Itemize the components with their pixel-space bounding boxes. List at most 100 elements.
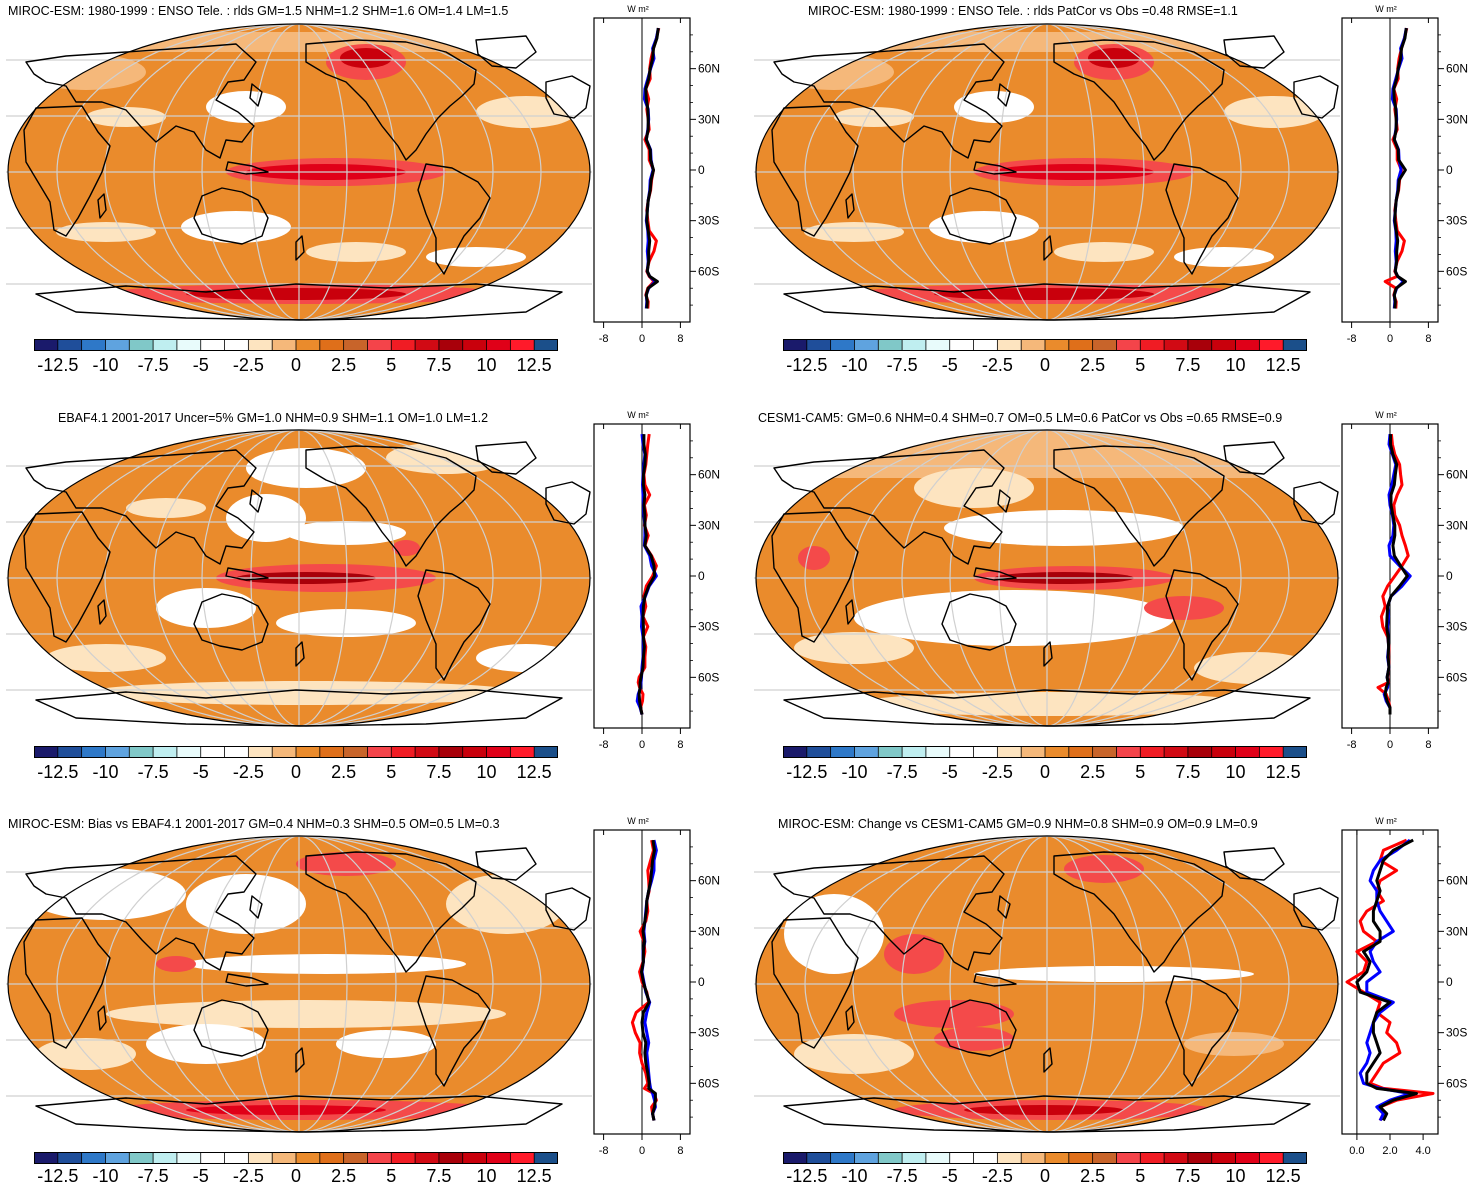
colorbar-swatch [783, 339, 808, 351]
x-tick-label: 0 [639, 333, 645, 345]
lat-tick-label: 30N [698, 518, 720, 532]
colorbar-labels: -12.5 -10 -7.5 -5 -2.5 0 2.5 5 7.5 10 12.5 [783, 762, 1307, 784]
lat-tick-label: 0 [1446, 975, 1453, 989]
lat-tick-label: 60S [1446, 670, 1467, 684]
colorbar-label: 5 [1135, 355, 1146, 375]
lat-tick-label: 60S [698, 264, 719, 278]
colorbar-swatch [1116, 1152, 1141, 1164]
x-tick-label: 8 [677, 1145, 683, 1157]
units-label: W m² [627, 816, 649, 826]
x-tick-label: 8 [677, 333, 683, 345]
colorbar-label: -10 [841, 355, 868, 375]
colorbar-swatch [296, 746, 321, 758]
colorbar-swatch [854, 1152, 879, 1164]
colorbar-swatch [57, 1152, 83, 1164]
colorbar-swatch [830, 339, 855, 351]
colorbar-swatch [1283, 746, 1307, 758]
colorbar-label: -10 [92, 1166, 119, 1186]
colorbar-swatch [925, 1152, 951, 1164]
lat-tick-label: 60N [1446, 468, 1468, 482]
colorbar-label: 0 [290, 1166, 302, 1186]
colorbar-swatch [224, 1152, 249, 1164]
colorbar-swatch [486, 339, 511, 351]
colorbar-swatch [534, 339, 558, 351]
colorbar-swatch [34, 1152, 59, 1164]
colorbar-label: -12.5 [786, 762, 828, 782]
colorbar [34, 746, 558, 758]
colorbar-label: -12.5 [786, 1166, 828, 1186]
colorbar-swatch [296, 339, 321, 351]
profile-series-line [1392, 27, 1408, 309]
colorbar-swatch [438, 746, 464, 758]
x-tick-label: -8 [599, 1145, 609, 1157]
colorbar-label: 10 [1225, 1166, 1246, 1186]
colorbar-swatch [949, 339, 975, 351]
colorbar-swatch [224, 339, 249, 351]
colorbar-swatch [129, 746, 154, 758]
colorbar-label: 12.5 [1265, 1166, 1301, 1186]
colorbar-swatch [57, 339, 83, 351]
colorbar-swatch [248, 746, 273, 758]
colorbar-swatch [319, 1152, 345, 1164]
colorbar-swatch [462, 339, 488, 351]
colorbar-swatch [176, 746, 202, 758]
colorbar-label: -7.5 [137, 1166, 169, 1186]
colorbar-label: -7.5 [886, 1166, 918, 1186]
colorbar-swatch [1045, 746, 1070, 758]
map-title: MIROC-ESM: 1980-1999 : ENSO Tele. : rlds… [8, 4, 509, 18]
colorbar-label: 10 [476, 355, 497, 375]
colorbar-swatch [1235, 339, 1260, 351]
colorbar-swatch [34, 746, 59, 758]
lat-tick-label: 30S [1446, 214, 1467, 228]
colorbar-swatch [248, 1152, 273, 1164]
lat-tick-label: 0 [1446, 569, 1453, 583]
colorbar-labels: -12.5 -10 -7.5 -5 -2.5 0 2.5 5 7.5 10 12.5 [783, 355, 1307, 377]
colorbar-swatch [902, 746, 927, 758]
lat-tick-label: 60S [1446, 1076, 1467, 1090]
colorbar-swatch [830, 1152, 855, 1164]
colorbar-labels: -12.5 -10 -7.5 -5 -2.5 0 2.5 5 7.5 10 12.5 [34, 762, 558, 784]
colorbar [783, 339, 1307, 351]
colorbar-swatch [997, 339, 1022, 351]
world-map [754, 428, 1340, 728]
colorbar-swatch [1187, 746, 1213, 758]
colorbar-label: 7.5 [1175, 762, 1201, 782]
x-tick-label: -8 [1347, 333, 1357, 345]
colorbar-label: -2.5 [981, 762, 1013, 782]
colorbar-swatch [81, 339, 106, 351]
x-tick-label: 2.0 [1382, 1145, 1397, 1157]
colorbar-label: 0 [290, 762, 302, 782]
profile-series-line [640, 839, 657, 1121]
profile-series-line [1383, 434, 1409, 715]
colorbar-swatch [878, 746, 903, 758]
colorbar-swatch [153, 746, 178, 758]
units-label: W m² [1375, 410, 1397, 420]
colorbar-swatch [129, 339, 154, 351]
colorbar-label: -12.5 [37, 762, 79, 782]
colorbar-label: -5 [941, 1166, 958, 1186]
zonal-profile: W m² -8 0 8 60N 30N 0 30S 60S [1341, 4, 1468, 345]
colorbar-label: 12.5 [516, 762, 552, 782]
colorbar-label: -2.5 [981, 355, 1013, 375]
colorbar-swatch [1068, 746, 1094, 758]
colorbar-swatch [129, 1152, 154, 1164]
colorbar-swatch [200, 746, 226, 758]
x-tick-label: -8 [599, 739, 609, 751]
x-tick-label: 8 [1425, 333, 1431, 345]
colorbar-label: -7.5 [137, 762, 169, 782]
lat-tick-label: 30N [1446, 518, 1468, 532]
colorbar-label: 12.5 [1265, 355, 1301, 375]
colorbar-label: 10 [476, 762, 497, 782]
x-tick-label: -8 [599, 333, 609, 345]
colorbar-swatch [415, 339, 440, 351]
x-tick-label: 8 [677, 739, 683, 751]
colorbar-label: 2.5 [1080, 1166, 1106, 1186]
colorbar-swatch [806, 339, 832, 351]
colorbar-swatch [806, 1152, 832, 1164]
colorbar-swatch [1092, 339, 1117, 351]
world-map [6, 834, 592, 1134]
colorbar-labels: -12.5 -10 -7.5 -5 -2.5 0 2.5 5 7.5 10 12.5 [34, 355, 558, 377]
colorbar-label: -12.5 [37, 355, 79, 375]
colorbar-swatch [510, 1152, 535, 1164]
colorbar-label: -2.5 [232, 762, 264, 782]
